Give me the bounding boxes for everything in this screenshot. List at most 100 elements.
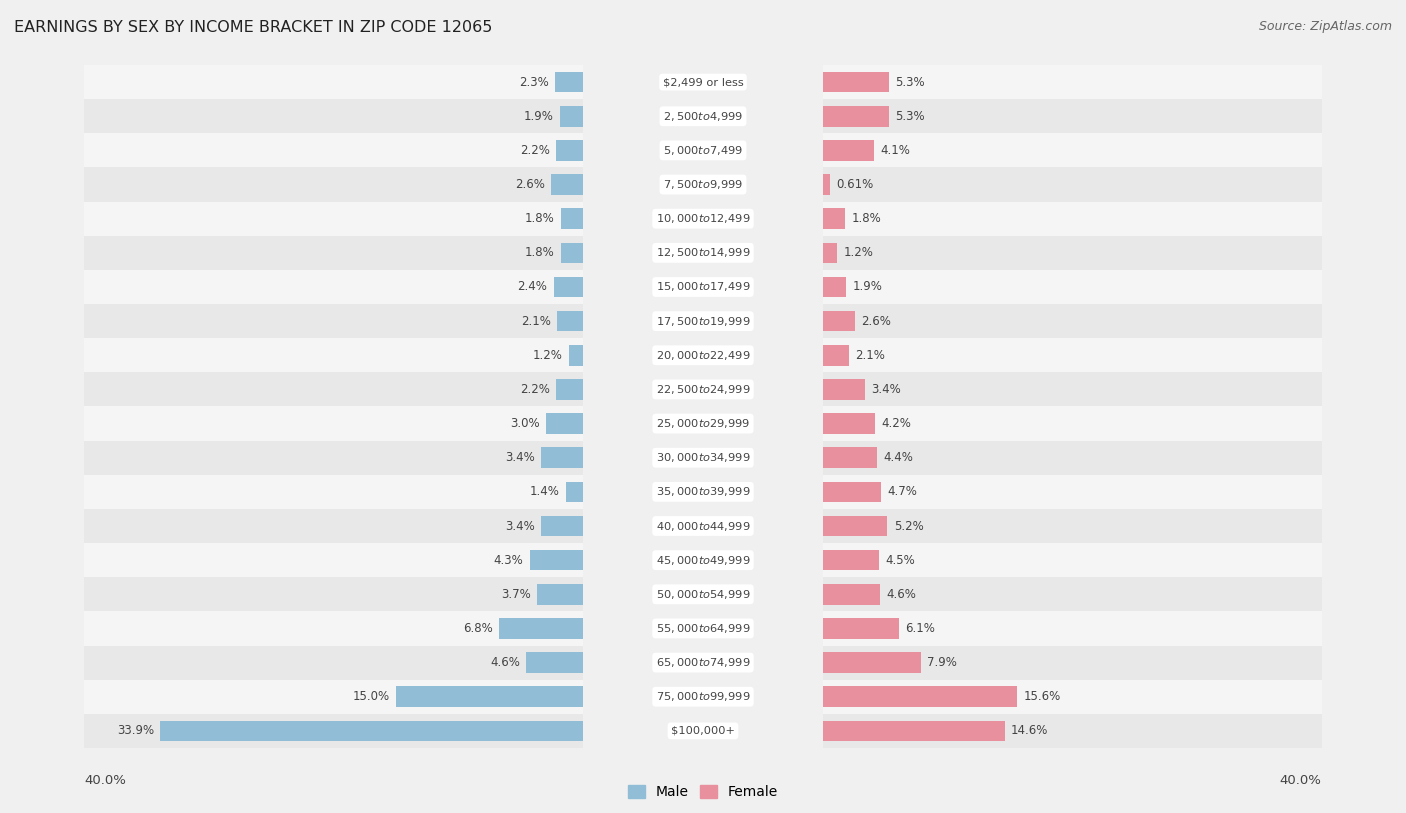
- Bar: [823, 550, 879, 571]
- Bar: [823, 379, 865, 400]
- Text: 2.2%: 2.2%: [520, 383, 550, 396]
- Bar: [555, 72, 583, 93]
- Bar: [560, 106, 583, 127]
- Text: 6.8%: 6.8%: [463, 622, 492, 635]
- Bar: [84, 99, 1083, 133]
- Text: $15,000 to $17,499: $15,000 to $17,499: [655, 280, 751, 293]
- Text: $10,000 to $12,499: $10,000 to $12,499: [655, 212, 751, 225]
- Bar: [323, 475, 1322, 509]
- Bar: [323, 99, 1322, 133]
- Text: $35,000 to $39,999: $35,000 to $39,999: [655, 485, 751, 498]
- Bar: [84, 611, 1083, 646]
- Text: 4.4%: 4.4%: [883, 451, 914, 464]
- Text: 5.2%: 5.2%: [894, 520, 924, 533]
- Text: 1.8%: 1.8%: [524, 212, 555, 225]
- Text: $45,000 to $49,999: $45,000 to $49,999: [655, 554, 751, 567]
- Bar: [84, 304, 1083, 338]
- Text: 3.4%: 3.4%: [872, 383, 901, 396]
- Bar: [323, 236, 1322, 270]
- Text: 33.9%: 33.9%: [117, 724, 155, 737]
- Bar: [323, 304, 1322, 338]
- Bar: [323, 406, 1322, 441]
- Text: 4.6%: 4.6%: [489, 656, 520, 669]
- Text: $40,000 to $44,999: $40,000 to $44,999: [655, 520, 751, 533]
- Text: Source: ZipAtlas.com: Source: ZipAtlas.com: [1258, 20, 1392, 33]
- Text: 2.2%: 2.2%: [520, 144, 550, 157]
- Text: 1.9%: 1.9%: [852, 280, 883, 293]
- Text: 5.3%: 5.3%: [894, 76, 925, 89]
- Text: 4.5%: 4.5%: [884, 554, 915, 567]
- Bar: [84, 133, 1083, 167]
- Text: $12,500 to $14,999: $12,500 to $14,999: [655, 246, 751, 259]
- Bar: [823, 174, 830, 195]
- Text: $100,000+: $100,000+: [671, 726, 735, 736]
- Text: 3.7%: 3.7%: [502, 588, 531, 601]
- Bar: [396, 686, 583, 707]
- Text: $17,500 to $19,999: $17,500 to $19,999: [655, 315, 751, 328]
- Text: 5.3%: 5.3%: [894, 110, 925, 123]
- Bar: [84, 372, 1083, 406]
- Text: 40.0%: 40.0%: [1279, 774, 1322, 787]
- Text: 1.8%: 1.8%: [524, 246, 555, 259]
- Text: 4.6%: 4.6%: [886, 588, 917, 601]
- Bar: [323, 611, 1322, 646]
- Bar: [323, 680, 1322, 714]
- Bar: [561, 208, 583, 229]
- Text: EARNINGS BY SEX BY INCOME BRACKET IN ZIP CODE 12065: EARNINGS BY SEX BY INCOME BRACKET IN ZIP…: [14, 20, 492, 35]
- Bar: [323, 65, 1322, 99]
- Bar: [557, 311, 583, 332]
- Bar: [84, 543, 1083, 577]
- Bar: [823, 720, 1005, 741]
- Bar: [84, 441, 1083, 475]
- Bar: [537, 584, 583, 605]
- Bar: [84, 509, 1083, 543]
- Bar: [823, 72, 889, 93]
- Bar: [823, 106, 889, 127]
- Bar: [823, 618, 898, 639]
- Text: 4.7%: 4.7%: [887, 485, 917, 498]
- Bar: [323, 270, 1322, 304]
- Bar: [567, 481, 583, 502]
- Bar: [823, 447, 877, 468]
- Bar: [541, 515, 583, 537]
- Bar: [323, 646, 1322, 680]
- Bar: [823, 208, 845, 229]
- Text: $5,000 to $7,499: $5,000 to $7,499: [664, 144, 742, 157]
- Bar: [823, 481, 882, 502]
- Bar: [551, 174, 583, 195]
- Text: $22,500 to $24,999: $22,500 to $24,999: [655, 383, 751, 396]
- Bar: [323, 372, 1322, 406]
- Text: 4.1%: 4.1%: [880, 144, 910, 157]
- Text: $50,000 to $54,999: $50,000 to $54,999: [655, 588, 751, 601]
- Bar: [84, 577, 1083, 611]
- Text: $2,500 to $4,999: $2,500 to $4,999: [664, 110, 742, 123]
- Bar: [84, 680, 1083, 714]
- Bar: [555, 379, 583, 400]
- Bar: [323, 133, 1322, 167]
- Text: $55,000 to $64,999: $55,000 to $64,999: [655, 622, 751, 635]
- Bar: [84, 270, 1083, 304]
- Bar: [323, 338, 1322, 372]
- Bar: [84, 338, 1083, 372]
- Bar: [823, 140, 873, 161]
- Bar: [530, 550, 583, 571]
- Bar: [323, 202, 1322, 236]
- Bar: [84, 167, 1083, 202]
- Text: 1.2%: 1.2%: [533, 349, 562, 362]
- Text: $65,000 to $74,999: $65,000 to $74,999: [655, 656, 751, 669]
- Bar: [823, 311, 855, 332]
- Text: 7.9%: 7.9%: [928, 656, 957, 669]
- Legend: Male, Female: Male, Female: [623, 780, 783, 805]
- Text: 4.3%: 4.3%: [494, 554, 523, 567]
- Bar: [323, 167, 1322, 202]
- Bar: [561, 242, 583, 263]
- Text: 14.6%: 14.6%: [1011, 724, 1049, 737]
- Bar: [823, 413, 875, 434]
- Bar: [160, 720, 583, 741]
- Bar: [823, 345, 849, 366]
- Bar: [823, 515, 887, 537]
- Text: $75,000 to $99,999: $75,000 to $99,999: [655, 690, 751, 703]
- Text: 2.4%: 2.4%: [517, 280, 547, 293]
- Bar: [823, 584, 880, 605]
- Text: 1.2%: 1.2%: [844, 246, 873, 259]
